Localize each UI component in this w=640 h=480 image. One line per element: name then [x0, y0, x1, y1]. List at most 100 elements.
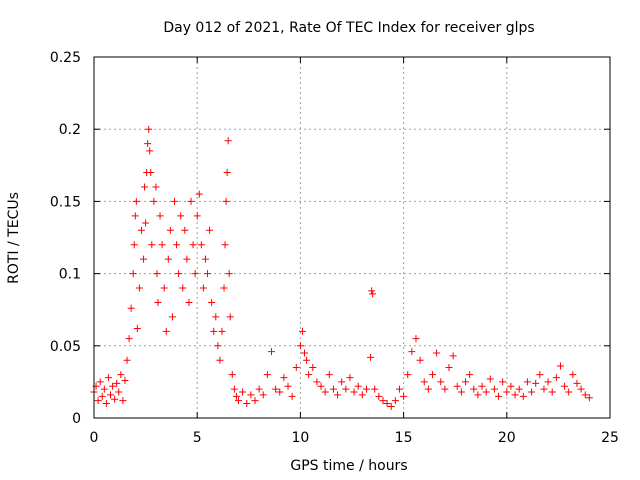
data-point — [515, 385, 523, 393]
data-point — [164, 255, 172, 263]
data-point — [490, 385, 498, 393]
data-point — [303, 356, 311, 364]
data-point — [387, 402, 395, 410]
data-point — [133, 324, 141, 332]
data-point — [111, 395, 119, 403]
data-point — [486, 375, 494, 383]
data-point — [216, 356, 224, 364]
data-point — [98, 392, 106, 400]
data-point — [113, 379, 121, 387]
data-point — [144, 140, 152, 148]
data-point — [573, 379, 581, 387]
data-point — [234, 397, 242, 405]
data-point — [201, 255, 209, 263]
data-point — [115, 388, 123, 396]
data-point — [125, 335, 133, 343]
data-point — [152, 183, 160, 191]
data-point — [226, 313, 234, 321]
data-point — [478, 382, 486, 390]
data-points — [90, 125, 593, 410]
data-point — [383, 400, 391, 408]
data-point — [130, 241, 138, 249]
y-tick-label: 0.25 — [50, 50, 81, 66]
data-point — [309, 363, 317, 371]
x-tick-label: 5 — [193, 430, 202, 446]
data-point — [147, 169, 155, 177]
data-point — [408, 348, 416, 356]
data-point — [334, 391, 342, 399]
data-point — [224, 137, 232, 145]
data-point — [519, 392, 527, 400]
data-point — [100, 385, 108, 393]
data-point — [499, 378, 507, 386]
data-point — [204, 270, 212, 278]
data-point — [199, 284, 207, 292]
data-point — [162, 327, 170, 335]
data-point — [457, 388, 465, 396]
data-point — [175, 270, 183, 278]
data-point — [145, 125, 153, 133]
x-tick-label: 10 — [291, 430, 309, 446]
data-point — [400, 392, 408, 400]
data-point — [251, 397, 259, 405]
data-point — [325, 371, 333, 379]
data-point — [369, 290, 377, 298]
data-point — [239, 388, 247, 396]
data-point — [212, 313, 220, 321]
data-point — [329, 385, 337, 393]
data-point — [577, 385, 585, 393]
data-point — [166, 226, 174, 234]
data-point — [298, 327, 306, 335]
data-point — [158, 241, 166, 249]
data-point — [153, 270, 161, 278]
data-point — [123, 356, 131, 364]
data-point — [338, 378, 346, 386]
data-point — [94, 397, 102, 405]
data-point — [462, 378, 470, 386]
data-point — [218, 327, 226, 335]
data-point — [507, 382, 515, 390]
data-point — [565, 388, 573, 396]
data-point — [482, 388, 490, 396]
data-point — [581, 391, 589, 399]
data-point — [548, 388, 556, 396]
data-point — [181, 226, 189, 234]
data-point — [195, 190, 203, 198]
data-point — [221, 241, 229, 249]
data-point — [148, 241, 156, 249]
data-point — [350, 388, 358, 396]
data-point — [243, 400, 251, 408]
data-point — [416, 356, 424, 364]
data-point — [154, 298, 162, 306]
data-point — [140, 255, 148, 263]
data-point — [556, 362, 564, 370]
data-point — [528, 388, 536, 396]
data-point — [437, 378, 445, 386]
data-point — [276, 388, 284, 396]
x-tick-label: 15 — [395, 430, 413, 446]
data-point — [321, 388, 329, 396]
data-point — [453, 382, 461, 390]
data-point — [280, 374, 288, 382]
data-point — [449, 352, 457, 360]
data-point — [395, 385, 403, 393]
data-point — [354, 382, 362, 390]
data-point — [135, 284, 143, 292]
data-point — [284, 382, 292, 390]
data-point — [445, 363, 453, 371]
data-point — [102, 400, 110, 408]
data-point — [391, 397, 399, 405]
data-point — [206, 226, 214, 234]
y-tick-label: 0.15 — [50, 194, 81, 210]
data-point — [225, 270, 233, 278]
data-point — [223, 169, 231, 177]
x-tick-label: 25 — [601, 430, 619, 446]
data-point — [193, 212, 201, 220]
data-point — [189, 241, 197, 249]
data-point — [191, 270, 199, 278]
data-point — [342, 385, 350, 393]
data-point — [132, 197, 140, 205]
data-point — [121, 376, 129, 384]
data-point — [220, 284, 228, 292]
